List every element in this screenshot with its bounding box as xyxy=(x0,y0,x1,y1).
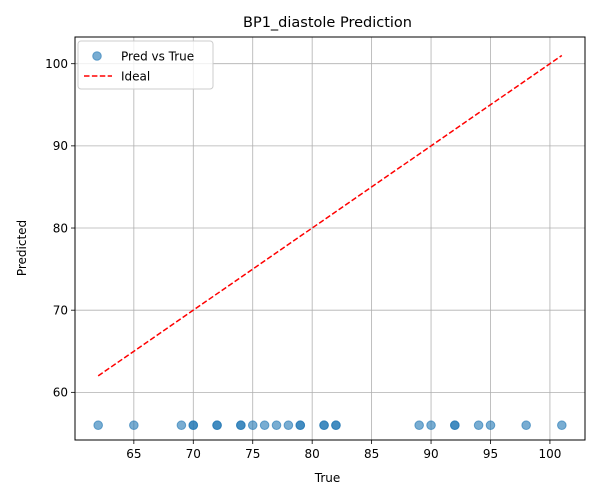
data-point xyxy=(485,420,496,431)
data-point xyxy=(473,420,484,431)
y-tick-label: 90 xyxy=(53,139,68,153)
data-point xyxy=(176,420,187,431)
ideal-line-layer xyxy=(97,54,563,377)
chart-title: BP1_diastole Prediction xyxy=(243,15,412,31)
data-point xyxy=(557,420,567,431)
data-point xyxy=(259,420,270,431)
x-tick-label: 85 xyxy=(364,447,379,461)
data-point xyxy=(295,420,306,431)
data-point xyxy=(319,420,329,431)
ideal-line xyxy=(97,54,563,377)
x-tick-label: 100 xyxy=(538,447,561,461)
y-tick-label: 80 xyxy=(53,221,68,235)
data-point xyxy=(93,420,103,431)
grid xyxy=(75,37,585,440)
data-point xyxy=(271,420,282,431)
plot-area-frame xyxy=(74,36,586,441)
y-tick-label: 100 xyxy=(45,57,68,71)
x-tick-label: 90 xyxy=(423,447,438,461)
points-layer xyxy=(93,420,567,431)
data-point xyxy=(521,420,531,431)
y-axis-label: Predicted xyxy=(15,220,29,276)
data-point xyxy=(414,420,424,431)
data-point xyxy=(331,420,341,431)
data-point xyxy=(236,420,246,431)
legend-label-scatter: Pred vs True xyxy=(121,50,194,64)
x-tick-label: 75 xyxy=(245,447,260,461)
legend-box xyxy=(77,40,214,90)
x-tick-label: 65 xyxy=(126,447,141,461)
data-point xyxy=(129,420,139,431)
data-point xyxy=(247,420,258,431)
x-tick-label: 70 xyxy=(186,447,201,461)
legend: Pred vs True Ideal xyxy=(77,40,214,90)
x-tick-label: 95 xyxy=(483,447,498,461)
legend-label-ideal: Ideal xyxy=(121,70,150,84)
data-point xyxy=(283,420,294,431)
y-tick-label: 60 xyxy=(53,386,68,400)
axis-ticks: 65 70 75 80 85 90 95 100 60 70 80 90 100 xyxy=(45,57,561,461)
x-axis-label: True xyxy=(314,471,341,485)
legend-marker-scatter xyxy=(92,51,102,61)
data-point xyxy=(212,420,222,431)
data-point xyxy=(188,420,199,431)
y-tick-label: 70 xyxy=(53,303,68,317)
data-point xyxy=(426,420,436,431)
x-tick-label: 80 xyxy=(305,447,320,461)
data-point xyxy=(450,420,460,431)
